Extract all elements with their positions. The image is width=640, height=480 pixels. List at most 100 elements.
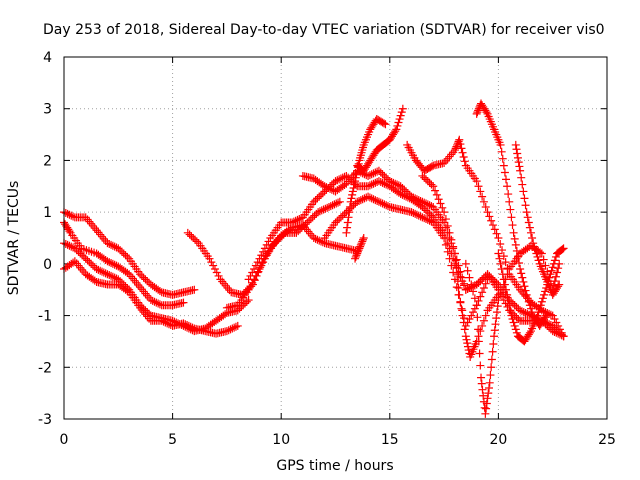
data-point xyxy=(356,240,365,249)
data-point xyxy=(70,244,79,253)
data-point xyxy=(288,218,297,227)
data-point xyxy=(487,355,496,364)
data-point xyxy=(559,332,568,341)
data-point xyxy=(407,192,416,201)
data-point xyxy=(224,326,233,335)
data-point xyxy=(318,189,327,198)
x-tick-label: 20 xyxy=(489,432,507,448)
series-track-16 xyxy=(472,99,551,330)
data-point xyxy=(524,297,533,306)
data-point xyxy=(425,178,434,187)
data-point xyxy=(394,118,403,127)
data-point xyxy=(512,145,521,154)
data-point xyxy=(317,206,326,215)
data-point xyxy=(554,282,563,291)
data-point xyxy=(88,221,97,230)
data-point xyxy=(382,201,391,210)
data-point xyxy=(398,190,407,199)
data-point xyxy=(315,207,324,216)
data-point xyxy=(359,235,368,244)
data-point xyxy=(262,240,271,249)
data-point xyxy=(463,339,472,348)
series-track-6 xyxy=(222,221,362,312)
data-point xyxy=(482,399,491,408)
data-point xyxy=(380,119,389,128)
data-point xyxy=(98,232,107,241)
data-point xyxy=(319,205,328,214)
data-point xyxy=(541,313,550,322)
data-point xyxy=(214,271,223,280)
data-point xyxy=(486,371,495,380)
data-point xyxy=(511,240,520,249)
data-point xyxy=(351,177,360,186)
data-point xyxy=(264,237,273,246)
data-point xyxy=(418,197,427,206)
data-point xyxy=(478,321,487,330)
data-point xyxy=(346,197,355,206)
data-point xyxy=(487,363,496,372)
data-point xyxy=(502,285,511,294)
data-point xyxy=(443,221,452,230)
x-tick-label: 5 xyxy=(168,432,177,448)
data-point xyxy=(154,299,163,308)
data-point xyxy=(136,270,145,279)
data-point xyxy=(105,271,114,280)
data-point xyxy=(519,187,528,196)
data-point xyxy=(512,302,521,311)
data-point xyxy=(427,217,436,226)
data-point xyxy=(508,221,517,230)
data-point xyxy=(308,213,317,222)
data-point xyxy=(65,241,74,250)
data-point xyxy=(332,199,341,208)
data-point xyxy=(549,259,558,268)
data-point xyxy=(90,276,99,285)
data-point xyxy=(183,228,192,237)
data-point xyxy=(478,192,487,201)
data-point xyxy=(534,308,543,317)
data-point xyxy=(521,286,530,295)
data-point xyxy=(357,239,366,248)
data-point xyxy=(108,259,117,268)
data-point xyxy=(491,320,500,329)
data-point xyxy=(535,304,544,313)
data-point xyxy=(505,301,514,310)
data-point xyxy=(342,171,351,180)
data-point xyxy=(103,239,112,248)
data-point xyxy=(425,201,434,210)
data-point xyxy=(189,234,198,242)
data-point xyxy=(484,383,493,392)
data-point xyxy=(479,197,488,206)
data-point xyxy=(469,287,478,296)
data-point xyxy=(210,265,219,274)
data-point xyxy=(557,328,566,337)
data-point xyxy=(107,271,116,280)
data-point xyxy=(330,200,339,209)
data-point xyxy=(457,304,466,313)
data-point xyxy=(475,349,484,358)
data-point xyxy=(192,237,201,246)
data-point xyxy=(336,174,345,183)
data-point xyxy=(412,195,421,204)
data-point xyxy=(465,283,474,292)
data-point xyxy=(248,278,257,287)
data-point xyxy=(389,178,398,187)
data-point xyxy=(429,182,438,191)
data-point xyxy=(420,198,429,207)
data-point xyxy=(250,265,259,274)
data-point xyxy=(500,168,509,177)
data-point xyxy=(292,228,301,237)
data-point xyxy=(495,254,504,263)
data-point xyxy=(409,209,418,218)
data-point xyxy=(461,285,470,294)
series-track-11 xyxy=(353,104,407,175)
data-point xyxy=(117,247,126,256)
data-point xyxy=(382,180,391,189)
data-point xyxy=(494,234,503,242)
data-point xyxy=(92,226,101,235)
data-point xyxy=(170,317,179,326)
data-point xyxy=(499,161,508,170)
data-point xyxy=(482,404,491,413)
data-point xyxy=(94,265,103,274)
data-point xyxy=(391,179,400,188)
data-point xyxy=(506,306,515,315)
